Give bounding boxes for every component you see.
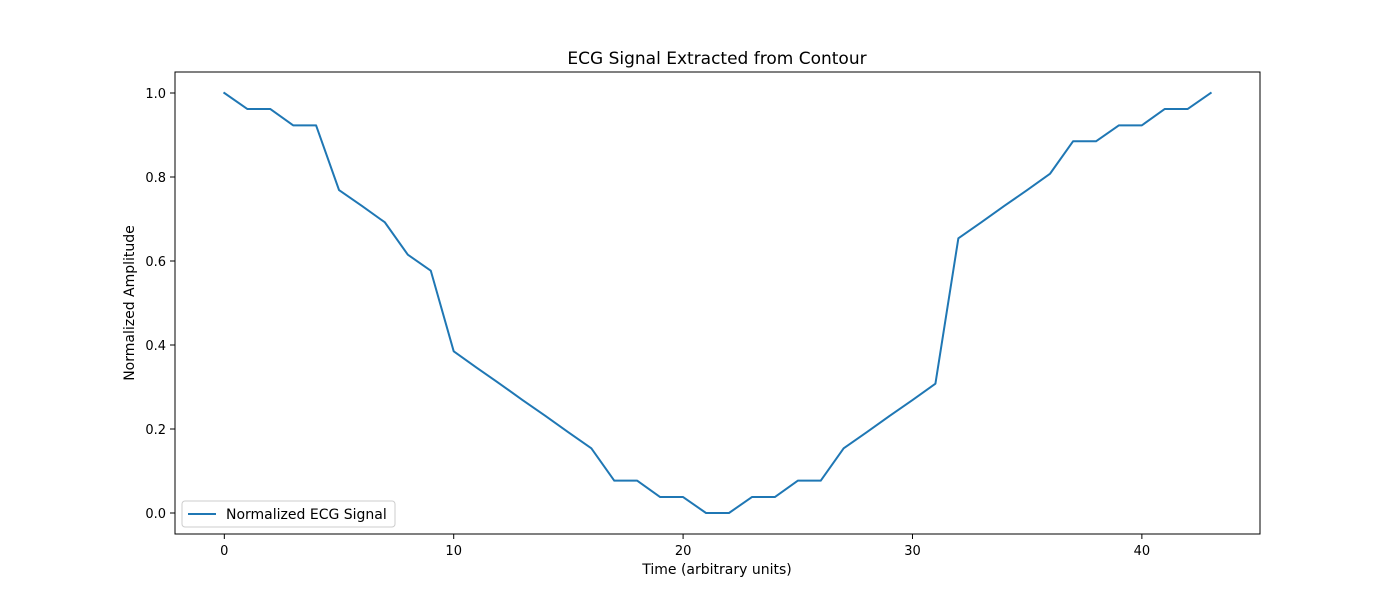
- chart-title: ECG Signal Extracted from Contour: [567, 49, 866, 69]
- axes-frame: [174, 71, 1261, 535]
- y-tick-label: 0.6: [145, 255, 166, 270]
- y-axis-label: Normalized Amplitude: [122, 225, 138, 381]
- y-tick-label: 0.0: [145, 507, 166, 522]
- y-tick-label: 0.4: [145, 339, 166, 354]
- legend: Normalized ECG Signal: [181, 500, 396, 528]
- y-tick-label: 0.2: [145, 423, 166, 438]
- y-tick-label: 1.0: [145, 87, 166, 102]
- series-line: [222, 91, 1213, 514]
- x-axis-label: Time (arbitrary units): [641, 562, 791, 578]
- x-tick-label: 0: [220, 544, 228, 559]
- x-axis: 0 10 20 30 40: [220, 534, 1150, 559]
- x-tick-label: 20: [675, 544, 692, 559]
- x-tick-label: 30: [904, 544, 921, 559]
- legend-frame: [181, 500, 396, 528]
- y-tick-label: 0.8: [145, 171, 166, 186]
- y-axis: 0.0 0.2 0.4 0.6 0.8 1.0: [145, 87, 175, 522]
- x-tick-label: 40: [1134, 544, 1151, 559]
- plot-area: [222, 91, 1213, 514]
- legend-label: Normalized ECG Signal: [226, 507, 387, 523]
- x-tick-label: 10: [445, 544, 462, 559]
